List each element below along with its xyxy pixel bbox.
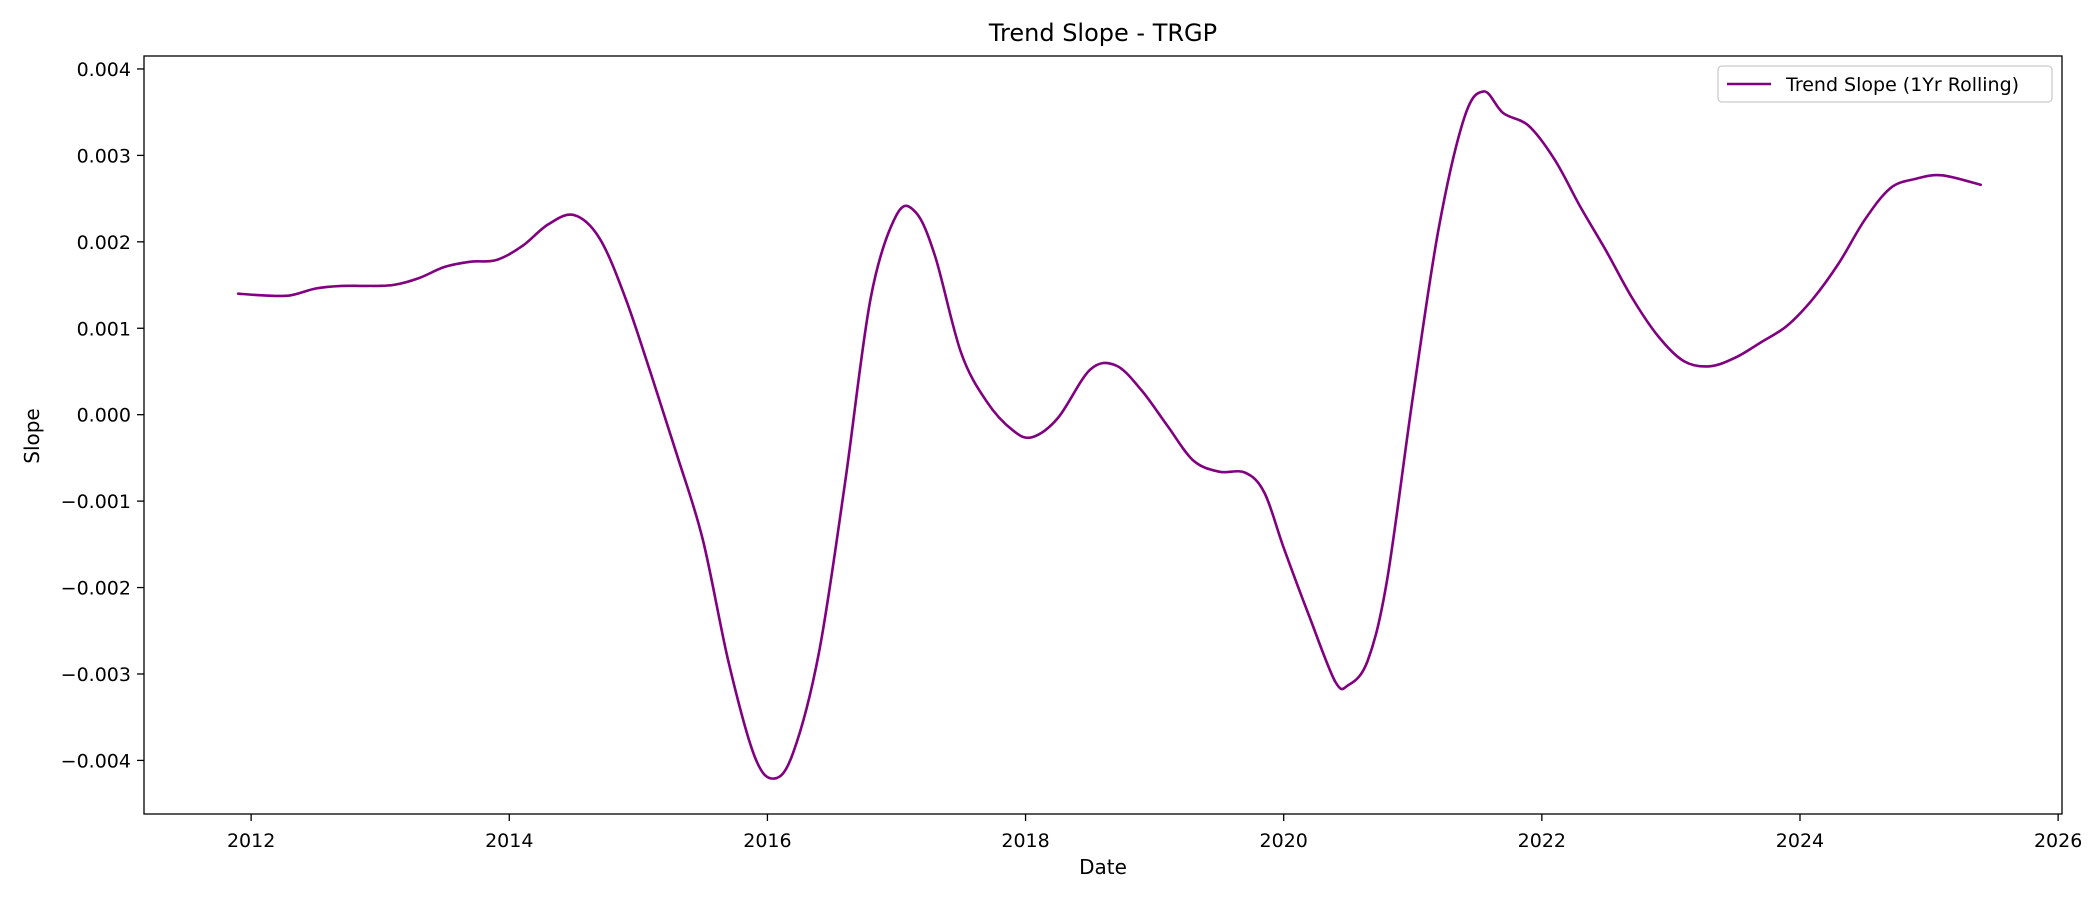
legend: Trend Slope (1Yr Rolling) [1717,65,2053,103]
x-tick-label: 2024 [1776,830,1824,852]
y-tick-label: 0.004 [77,59,131,81]
x-axis-title: Date [1079,855,1127,879]
y-tick-label: 0.001 [77,318,131,340]
y-axis-title: Slope [20,408,44,464]
x-tick-label: 2026 [2034,830,2082,852]
y-tick-label: 0.000 [77,405,131,427]
x-tick-label: 2012 [227,830,275,852]
y-tick-label: −0.002 [61,578,131,600]
chart-title: Trend Slope - TRGP [988,19,1217,47]
series-line-trend-slope [236,90,1982,780]
plot-area-frame [143,55,2063,815]
x-tick-label: 2018 [1001,830,1049,852]
y-tick-label: −0.003 [61,664,131,686]
x-axis-ticks: 2012 2014 2016 2018 2020 2022 2024 2026 [227,814,2082,852]
legend-box [1717,65,2053,103]
y-tick-label: −0.001 [61,491,131,513]
x-tick-label: 2016 [743,830,791,852]
y-tick-label: 0.002 [77,232,131,254]
y-axis-ticks: −0.004 −0.003 −0.002 −0.001 0.000 0.001 0.002 0… [61,59,144,772]
x-tick-label: 2014 [485,830,533,852]
y-tick-label: 0.003 [77,145,131,167]
y-tick-label: −0.004 [61,750,131,772]
x-tick-label: 2022 [1518,830,1566,852]
legend-label: Trend Slope (1Yr Rolling) [1785,74,2019,96]
x-tick-label: 2020 [1260,830,1308,852]
